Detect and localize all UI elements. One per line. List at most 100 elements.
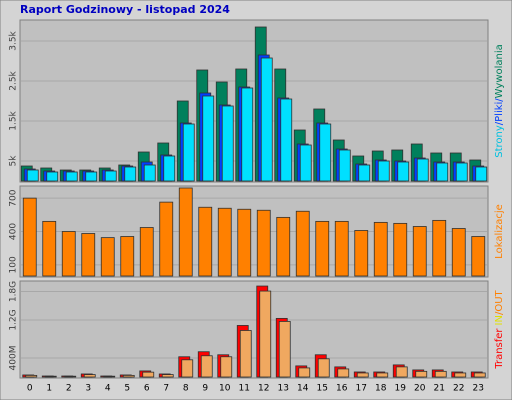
y-tick-label: 2.5k: [9, 70, 19, 90]
bar: [159, 201, 174, 277]
bar: [415, 370, 428, 378]
bar: [319, 123, 332, 182]
bar: [295, 210, 310, 277]
bar: [432, 219, 447, 277]
x-tick-label: 2: [66, 384, 72, 394]
bar: [100, 237, 115, 277]
bar: [103, 375, 116, 378]
y-tick-label: 1.5k: [9, 110, 19, 130]
x-tick-label: 21: [434, 384, 445, 394]
x-tick-label: 0: [27, 384, 33, 394]
bar: [298, 367, 311, 378]
bar: [161, 374, 174, 378]
bar: [434, 370, 447, 378]
legend: Transfer IN/OUT: [494, 289, 505, 369]
y-tick-label: 400: [9, 223, 19, 240]
bar: [124, 166, 137, 182]
bar: [317, 358, 330, 378]
y-tick-label: 400M: [9, 346, 19, 371]
bar: [436, 162, 449, 182]
bar: [471, 236, 486, 277]
bar: [26, 169, 39, 182]
x-tick-label: 7: [163, 384, 169, 394]
x-tick-label: 3: [85, 384, 91, 394]
legend-entry: /: [494, 98, 505, 102]
x-tick-label: 17: [356, 384, 367, 394]
bar: [377, 160, 390, 182]
x-tick-label: 15: [317, 384, 328, 394]
legend: Lokalizacje: [494, 204, 505, 259]
chart-title: Raport Godzinowy - listopad 2024: [20, 3, 230, 16]
bar: [85, 171, 98, 182]
bar: [280, 98, 293, 182]
x-tick-label: 20: [414, 384, 426, 394]
bar: [451, 228, 466, 277]
bar: [64, 375, 77, 378]
bar: [83, 374, 96, 378]
bar: [373, 221, 388, 277]
bar: [256, 209, 271, 277]
x-tick-label: 19: [395, 384, 407, 394]
x-tick-label: 12: [258, 384, 269, 394]
bar: [122, 374, 135, 378]
x-tick-label: 13: [278, 384, 289, 394]
bar: [220, 356, 233, 378]
bar: [217, 207, 232, 277]
y-tick-label: 5k: [9, 155, 19, 167]
bar: [473, 372, 486, 378]
bar: [412, 226, 427, 277]
bar: [139, 227, 154, 277]
bar: [143, 164, 156, 182]
plot-area: [19, 19, 489, 183]
bar: [416, 158, 429, 182]
y-tick-label: 1.2G: [9, 309, 19, 330]
bar: [163, 155, 176, 182]
legend-entry: Lokalizacje: [494, 204, 505, 259]
bar: [65, 171, 78, 182]
bar: [393, 222, 408, 277]
bar: [395, 366, 408, 378]
x-tick-label: 23: [473, 384, 484, 394]
bar: [338, 149, 351, 182]
x-tick-label: 14: [297, 384, 309, 394]
legend-entry: Transfer: [494, 328, 505, 370]
legend: Strony/Pliki/Wywolania: [494, 44, 505, 158]
bar: [22, 197, 37, 277]
bar: [200, 355, 213, 378]
bar: [142, 371, 155, 378]
bar: [61, 231, 76, 277]
bar: [475, 166, 488, 182]
bar: [397, 161, 410, 182]
bar: [104, 170, 117, 182]
bar: [198, 206, 213, 277]
bar: [354, 230, 369, 277]
legend-entry: /: [494, 121, 505, 125]
bar: [81, 233, 96, 277]
legend-entry: Wywolania: [494, 44, 505, 98]
bar: [42, 220, 57, 277]
plot-area: [19, 280, 489, 379]
bar: [276, 216, 291, 277]
x-tick-label: 9: [202, 384, 208, 394]
y-tick-label: 700: [9, 189, 19, 206]
y-tick-label: 1.8G: [9, 281, 19, 302]
x-tick-label: 10: [219, 384, 231, 394]
bar: [376, 372, 389, 378]
x-tick-label: 6: [144, 384, 150, 394]
bar: [237, 208, 252, 277]
legend-entry: OUT: [494, 289, 505, 311]
bar: [278, 321, 291, 378]
x-tick-label: 22: [453, 384, 464, 394]
bar: [455, 162, 468, 182]
x-tick-label: 4: [105, 384, 111, 394]
x-tick-label: 1: [46, 384, 52, 394]
legend-entry: IN: [494, 315, 505, 325]
bar: [120, 236, 135, 277]
x-tick-label: 5: [124, 384, 130, 394]
bar: [241, 87, 254, 182]
bar: [46, 171, 59, 182]
legend-entry: /: [494, 311, 505, 315]
bar: [299, 144, 312, 182]
bar: [221, 105, 234, 182]
